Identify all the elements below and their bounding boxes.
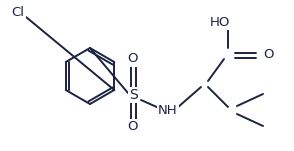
Text: O: O <box>128 53 138 66</box>
Text: Cl: Cl <box>11 6 24 19</box>
Text: O: O <box>263 48 273 61</box>
Text: HO: HO <box>210 16 230 29</box>
Text: NH: NH <box>158 103 178 117</box>
Text: O: O <box>128 120 138 133</box>
Text: S: S <box>129 88 137 102</box>
